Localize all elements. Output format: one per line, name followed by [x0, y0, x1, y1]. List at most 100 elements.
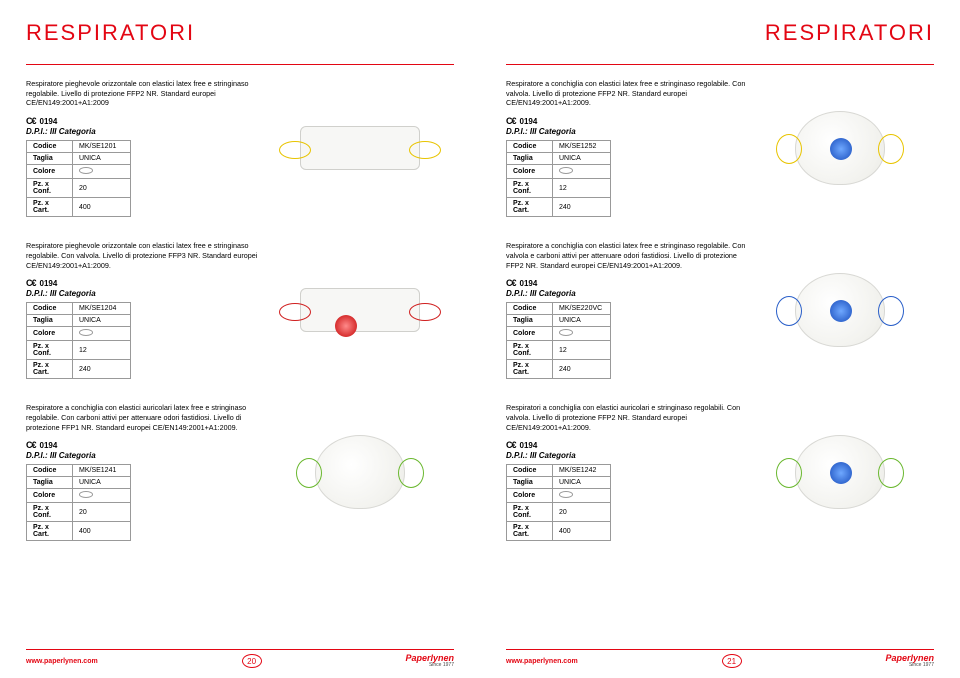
table-row: TagliaUNICA [507, 315, 611, 327]
page-left: RESPIRATORI Respiratore pieghevole orizz… [0, 0, 480, 678]
product-description: Respiratore pieghevole orizzontale con e… [26, 241, 266, 270]
dpi-category: D.P.I.: III Categoria [506, 289, 746, 298]
product-row: Respiratore a conchiglia con elastici la… [506, 241, 934, 379]
product-info: Respiratori a conchiglia con elastici au… [506, 403, 746, 541]
table-row: TagliaUNICA [27, 477, 131, 489]
dpi-category: D.P.I.: III Categoria [506, 451, 746, 460]
page-footer: www.paperlynen.com 21 Paperlynen Since 1… [506, 649, 934, 668]
table-row: Pz. x Conf.20 [27, 179, 131, 198]
product-image [266, 79, 454, 217]
product-list-left: Respiratore pieghevole orizzontale con e… [26, 79, 454, 541]
color-swatch [559, 491, 573, 498]
dpi-category: D.P.I.: III Categoria [26, 451, 266, 460]
ce-mark: C€ 0194 [26, 440, 266, 450]
color-swatch [79, 491, 93, 498]
table-row: Colore [507, 165, 611, 179]
product-image [266, 241, 454, 379]
table-row: TagliaUNICA [27, 315, 131, 327]
mask-icon [795, 273, 885, 347]
table-row: Pz. x Conf.12 [507, 179, 611, 198]
table-row: TagliaUNICA [507, 477, 611, 489]
product-image [746, 79, 934, 217]
ce-mark: C€ 0194 [26, 278, 266, 288]
product-description: Respiratore a conchiglia con elastici au… [26, 403, 266, 432]
table-row: Colore [27, 489, 131, 503]
product-description: Respiratore pieghevole orizzontale con e… [26, 79, 266, 108]
spec-table: CodiceMK/SE1242 TagliaUNICA Colore Pz. x… [506, 464, 611, 541]
page-title: RESPIRATORI [26, 20, 454, 46]
spec-table: CodiceMK/SE1204 TagliaUNICA Colore Pz. x… [26, 302, 131, 379]
product-row: Respiratore a conchiglia con elastici la… [506, 79, 934, 217]
table-row: Colore [27, 165, 131, 179]
product-row: Respiratore a conchiglia con elastici au… [26, 403, 454, 541]
spec-table: CodiceMK/SE1201 TagliaUNICA Colore Pz. x… [26, 140, 131, 217]
spec-table: CodiceMK/SE220VC TagliaUNICA Colore Pz. … [506, 302, 611, 379]
table-row: CodiceMK/SE1204 [27, 303, 131, 315]
product-row: Respiratore pieghevole orizzontale con e… [26, 79, 454, 217]
brand-logo: Paperlynen Since 1977 [885, 654, 934, 668]
valve-icon [830, 462, 852, 484]
ce-mark: C€ 0194 [506, 278, 746, 288]
table-row: CodiceMK/SE1241 [27, 465, 131, 477]
valve-icon [335, 315, 357, 337]
brand-since: Since 1977 [429, 663, 454, 668]
spec-table: CodiceMK/SE1241 TagliaUNICA Colore Pz. x… [26, 464, 131, 541]
table-row: Pz. x Conf.20 [507, 503, 611, 522]
product-description: Respiratore a conchiglia con elastici la… [506, 241, 746, 270]
spec-table: CodiceMK/SE1252 TagliaUNICA Colore Pz. x… [506, 140, 611, 217]
mask-icon [315, 435, 405, 509]
table-row: Pz. x Cart.240 [507, 198, 611, 217]
product-list-right: Respiratore a conchiglia con elastici la… [506, 79, 934, 541]
page-number: 20 [242, 654, 262, 668]
product-info: Respiratore a conchiglia con elastici la… [506, 241, 746, 379]
mask-icon [795, 435, 885, 509]
ce-mark: C€ 0194 [506, 440, 746, 450]
page-right: RESPIRATORI Respiratore a conchiglia con… [480, 0, 960, 678]
page-title: RESPIRATORI [506, 20, 934, 46]
color-swatch [559, 167, 573, 174]
mask-icon [795, 111, 885, 185]
divider [506, 64, 934, 65]
brand-since: Since 1977 [909, 663, 934, 668]
product-description: Respiratore a conchiglia con elastici la… [506, 79, 746, 108]
divider [26, 64, 454, 65]
product-row: Respiratore pieghevole orizzontale con e… [26, 241, 454, 379]
footer-url: www.paperlynen.com [506, 658, 578, 665]
table-row: Pz. x Conf.12 [27, 341, 131, 360]
color-swatch [79, 167, 93, 174]
table-row: CodiceMK/SE220VC [507, 303, 611, 315]
table-row: Pz. x Cart.240 [507, 360, 611, 379]
product-row: Respiratori a conchiglia con elastici au… [506, 403, 934, 541]
table-row: Pz. x Cart.400 [27, 198, 131, 217]
table-row: CodiceMK/SE1201 [27, 141, 131, 153]
footer-url: www.paperlynen.com [26, 658, 98, 665]
product-info: Respiratore a conchiglia con elastici la… [506, 79, 746, 217]
table-row: Colore [507, 489, 611, 503]
color-swatch [559, 329, 573, 336]
ce-mark: C€ 0194 [26, 116, 266, 126]
table-row: TagliaUNICA [27, 153, 131, 165]
product-info: Respiratore pieghevole orizzontale con e… [26, 241, 266, 379]
mask-icon [300, 126, 420, 170]
table-row: Pz. x Conf.12 [507, 341, 611, 360]
dpi-category: D.P.I.: III Categoria [26, 289, 266, 298]
table-row: Pz. x Cart.400 [507, 522, 611, 541]
dpi-category: D.P.I.: III Categoria [506, 127, 746, 136]
ce-mark: C€ 0194 [506, 116, 746, 126]
product-image [746, 241, 934, 379]
dpi-category: D.P.I.: III Categoria [26, 127, 266, 136]
table-row: Colore [507, 327, 611, 341]
valve-icon [830, 300, 852, 322]
page-footer: www.paperlynen.com 20 Paperlynen Since 1… [26, 649, 454, 668]
table-row: CodiceMK/SE1242 [507, 465, 611, 477]
color-swatch [79, 329, 93, 336]
table-row: Colore [27, 327, 131, 341]
table-row: Pz. x Cart.240 [27, 360, 131, 379]
product-image [746, 403, 934, 541]
valve-icon [830, 138, 852, 160]
product-info: Respiratore a conchiglia con elastici au… [26, 403, 266, 541]
table-row: Pz. x Conf.20 [27, 503, 131, 522]
table-row: Pz. x Cart.400 [27, 522, 131, 541]
product-image [266, 403, 454, 541]
brand-logo: Paperlynen Since 1977 [405, 654, 454, 668]
